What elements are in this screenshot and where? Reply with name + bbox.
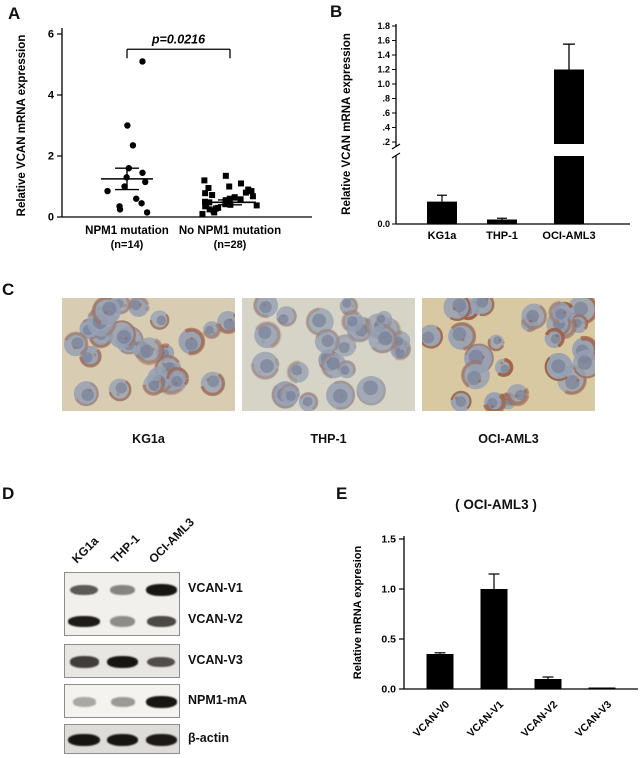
blot-band [147, 656, 176, 668]
scatter-plot-panel-a: 0 2 4 6 Relative VCAN mRNA expression NPM1 mu… [16, 28, 312, 251]
svg-text:1.2: 1.2 [377, 65, 390, 75]
svg-text:Relative VCAN mRNA expression: Relative VCAN mRNA expression [16, 35, 28, 217]
blot-membrane [64, 644, 180, 678]
svg-text:.2: .2 [382, 137, 390, 147]
svg-text:0.0: 0.0 [377, 219, 390, 229]
svg-text:.4: .4 [382, 123, 390, 133]
blot-band [110, 585, 136, 595]
blot-band [106, 656, 139, 668]
panel-label-b: B [330, 2, 343, 21]
svg-text:VCAN-V3: VCAN-V3 [573, 699, 614, 740]
blot-row-label: β-actin [188, 731, 229, 745]
micrograph-image [242, 298, 415, 411]
blot-band [70, 584, 98, 596]
blot-band [147, 615, 176, 627]
panel-label-d: D [2, 484, 15, 503]
panel-label-e: E [336, 484, 348, 503]
panel-label-a: A [8, 4, 21, 23]
blot-lane-label: KG1a [69, 533, 102, 566]
svg-text:4: 4 [48, 90, 55, 102]
micrograph-label-kg1a: KG1a [132, 432, 165, 446]
blot-lane-label: OCI-AML3 [146, 515, 198, 566]
svg-text:VCAN-V2: VCAN-V2 [519, 699, 560, 740]
blot-row-label: VCAN-V1 [188, 581, 243, 595]
blot-band [145, 734, 177, 746]
blot-membrane [64, 724, 180, 754]
bar-chart-panel-b: 1.8 1.6 1.4 1.2 1.0 .8 .6 .4 .2 0.0 Relative VCAN … [341, 21, 630, 242]
blot-membrane [64, 572, 180, 636]
svg-text:.8: .8 [382, 94, 390, 104]
svg-text:p=0.0216: p=0.0216 [151, 32, 206, 46]
svg-text:1.8: 1.8 [377, 21, 390, 31]
micrograph-label-thp1: THP-1 [310, 432, 347, 446]
blot-membrane [64, 684, 180, 718]
panel-e-title: ( OCI-AML3 ) [455, 497, 537, 512]
svg-text:(n=14): (n=14) [111, 239, 144, 251]
svg-text:Relative VCAN mRNA expression: Relative VCAN mRNA expression [341, 33, 353, 215]
svg-text:VCAN-V1: VCAN-V1 [465, 699, 506, 740]
svg-text:No NPM1 mutation: No NPM1 mutation [179, 225, 281, 237]
svg-text:NPM1 mutation: NPM1 mutation [85, 225, 169, 237]
blot-row-label: NPM1-mA [188, 693, 248, 707]
svg-text:0.0: 0.0 [381, 684, 396, 696]
blot-band [145, 696, 178, 708]
svg-text:1.6: 1.6 [377, 36, 390, 46]
svg-text:1.0: 1.0 [377, 79, 390, 89]
micrograph-image [422, 298, 595, 411]
blot-row-label: VCAN-V3 [188, 653, 243, 667]
micrograph-kg1a [62, 298, 235, 411]
micrograph-label-oci-aml3: OCI-AML3 [478, 432, 539, 446]
bar-chart-panel-e: 0.0 0.5 1.0 1.5 Relative mRNA expresion VCAN-… [352, 534, 638, 740]
svg-text:KG1a: KG1a [428, 230, 458, 242]
svg-text:VCAN-V0: VCAN-V0 [411, 699, 452, 740]
svg-text:0: 0 [48, 212, 54, 224]
panel-label-c: C [2, 280, 15, 299]
blot-band [68, 734, 100, 746]
svg-text:(n=28): (n=28) [214, 239, 247, 251]
svg-text:6: 6 [48, 29, 54, 41]
svg-text:1.4: 1.4 [377, 50, 390, 60]
svg-text:.6: .6 [382, 108, 390, 118]
svg-text:2: 2 [48, 151, 54, 163]
micrograph-image [62, 298, 235, 411]
micrograph-thp1 [242, 298, 415, 411]
micrograph-row [62, 298, 595, 411]
blot-band [68, 615, 100, 627]
svg-text:THP-1: THP-1 [486, 230, 518, 242]
blot-row-label: VCAN-V2 [188, 612, 243, 626]
blot-band [106, 734, 139, 746]
svg-text:Relative mRNA expresion: Relative mRNA expresion [352, 545, 364, 679]
svg-text:0.5: 0.5 [381, 634, 396, 646]
micrograph-oci-aml3 [422, 298, 595, 411]
svg-text:OCI-AML3: OCI-AML3 [542, 230, 595, 242]
blot-band [145, 584, 178, 596]
blot-band [110, 697, 135, 707]
blot-band [72, 697, 96, 707]
svg-text:1.0: 1.0 [381, 584, 396, 596]
svg-text:1.5: 1.5 [381, 534, 396, 546]
blot-lane-label: THP-1 [107, 531, 143, 566]
blot-band [110, 615, 135, 627]
blot-band [69, 656, 99, 668]
